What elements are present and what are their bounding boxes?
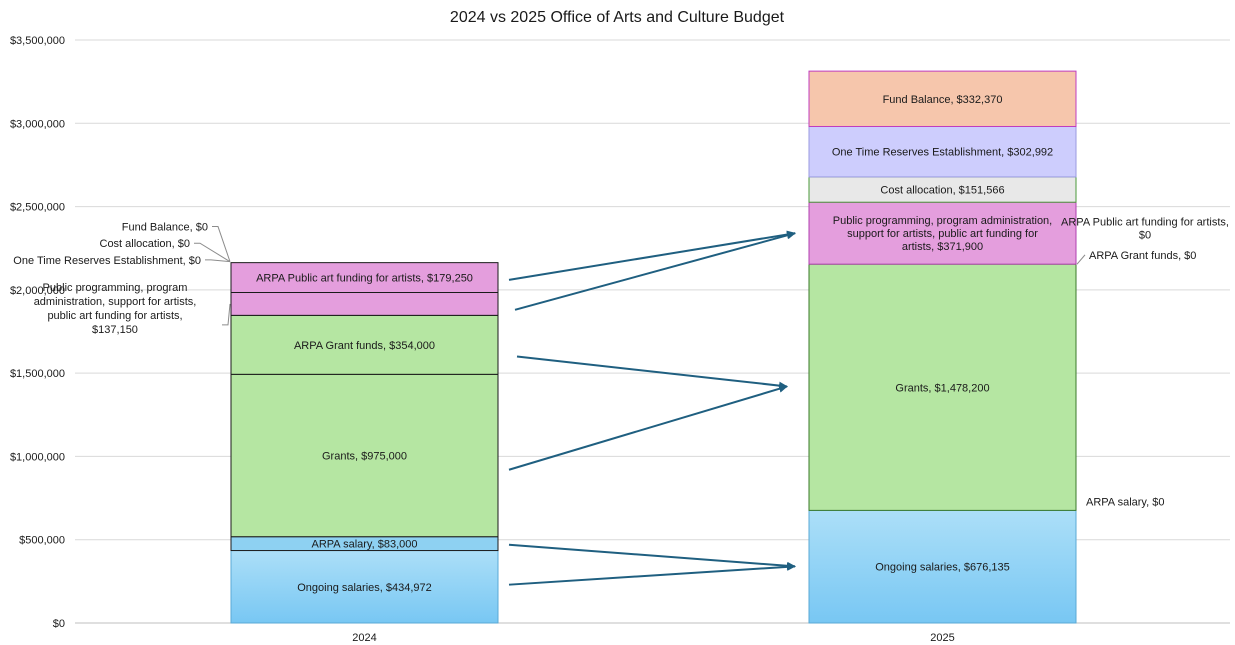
segment-label-2025-cost_alloc: Cost allocation, $151,566 xyxy=(880,185,1004,197)
callout-2025-arpa_grants: ARPA Grant funds, $0 xyxy=(1089,250,1196,262)
flow-arrow xyxy=(508,384,788,471)
segment-label-2024-arpa_grants: ARPA Grant funds, $354,000 xyxy=(294,340,435,352)
callout-leader xyxy=(205,259,231,263)
flow-arrow xyxy=(508,562,796,586)
callout-2025-arpa_salary: ARPA salary, $0 xyxy=(1086,496,1164,508)
bar-segment-2024-public_prog xyxy=(230,292,499,316)
segment-label-2024-grants: Grants, $975,000 xyxy=(322,451,407,463)
segment-label-2024-ongoing: Ongoing salaries, $434,972 xyxy=(297,582,432,594)
y-tick-label: $1,000,000 xyxy=(10,451,65,463)
x-axis: 2024 2025 xyxy=(352,632,954,644)
chart-title: 2024 vs 2025 Office of Arts and Culture … xyxy=(450,9,785,26)
bar-segment-2025-one_time xyxy=(808,125,1077,178)
y-tick-label: $2,500,000 xyxy=(10,202,65,214)
flow-arrow xyxy=(516,355,788,390)
x-tick-label: 2024 xyxy=(352,632,376,644)
y-axis: $0 $500,000 $1,000,000 $1,500,000 $2,000,000… xyxy=(10,35,65,630)
y-tick-label: $3,000,000 xyxy=(10,118,65,130)
y-tick-label: $500,000 xyxy=(19,535,65,547)
callout-leader xyxy=(212,226,231,262)
callout-leader xyxy=(194,242,231,263)
segment-label-2025-grants: Grants, $1,478,200 xyxy=(895,382,989,394)
flow-arrow xyxy=(508,543,796,570)
bar-segment-2025-cost_alloc xyxy=(808,176,1077,203)
callout-leader xyxy=(1076,254,1086,265)
y-tick-label: $1,500,000 xyxy=(10,368,65,380)
bar-segment-2024-arpa_public_art xyxy=(230,262,499,294)
bar-segment-2024-grants xyxy=(230,373,499,538)
segment-label-2025-public_prog: Public programming, program administrati… xyxy=(833,215,1052,253)
segment-labels: Ongoing salaries, $434,972 ARPA salary, $… xyxy=(256,94,1053,594)
flow-arrows xyxy=(508,230,796,586)
x-tick-label: 2025 xyxy=(930,632,954,644)
callout-2025-arpa_public_art: ARPA Public art funding for artists, $0 xyxy=(1061,217,1229,242)
callout-2024-cost_alloc: Cost allocation, $0 xyxy=(100,238,191,250)
callout-2024-public_prog: Public programming, program administratio… xyxy=(34,282,197,336)
segment-label-2025-ongoing: Ongoing salaries, $676,135 xyxy=(875,562,1010,574)
segment-label-2024-arpa_salary: ARPA salary, $83,000 xyxy=(312,539,418,551)
flow-arrow xyxy=(508,230,796,281)
bar-segment-2025-public_prog xyxy=(808,201,1077,265)
bar-segment-2025-ongoing xyxy=(808,509,1077,624)
y-tick-label: $3,500,000 xyxy=(10,35,65,47)
callout-leader xyxy=(222,303,231,326)
bar-segment-2025-fund_balance xyxy=(808,70,1077,127)
flow-arrow xyxy=(514,231,796,311)
bar-segment-2024-arpa_grants xyxy=(230,314,499,375)
segment-label-2025-one_time: One Time Reserves Establishment, $302,99… xyxy=(832,147,1053,159)
y-tick-label: $2,000,000 xyxy=(10,285,65,297)
callout-2024-fund_balance: Fund Balance, $0 xyxy=(122,222,208,234)
callout-labels: Fund Balance, $0 Cost allocation, $0 One T… xyxy=(13,217,1229,509)
callout-2024-one_time: One Time Reserves Establishment, $0 xyxy=(13,255,201,267)
y-tick-label: $0 xyxy=(53,618,65,630)
stacked-bars xyxy=(230,70,1077,624)
bar-segment-2025-grants xyxy=(808,263,1077,511)
segment-label-2024-arpa_public_art: ARPA Public art funding for artists, $17… xyxy=(256,273,473,285)
segment-label-2025-fund_balance: Fund Balance, $332,370 xyxy=(883,94,1003,106)
